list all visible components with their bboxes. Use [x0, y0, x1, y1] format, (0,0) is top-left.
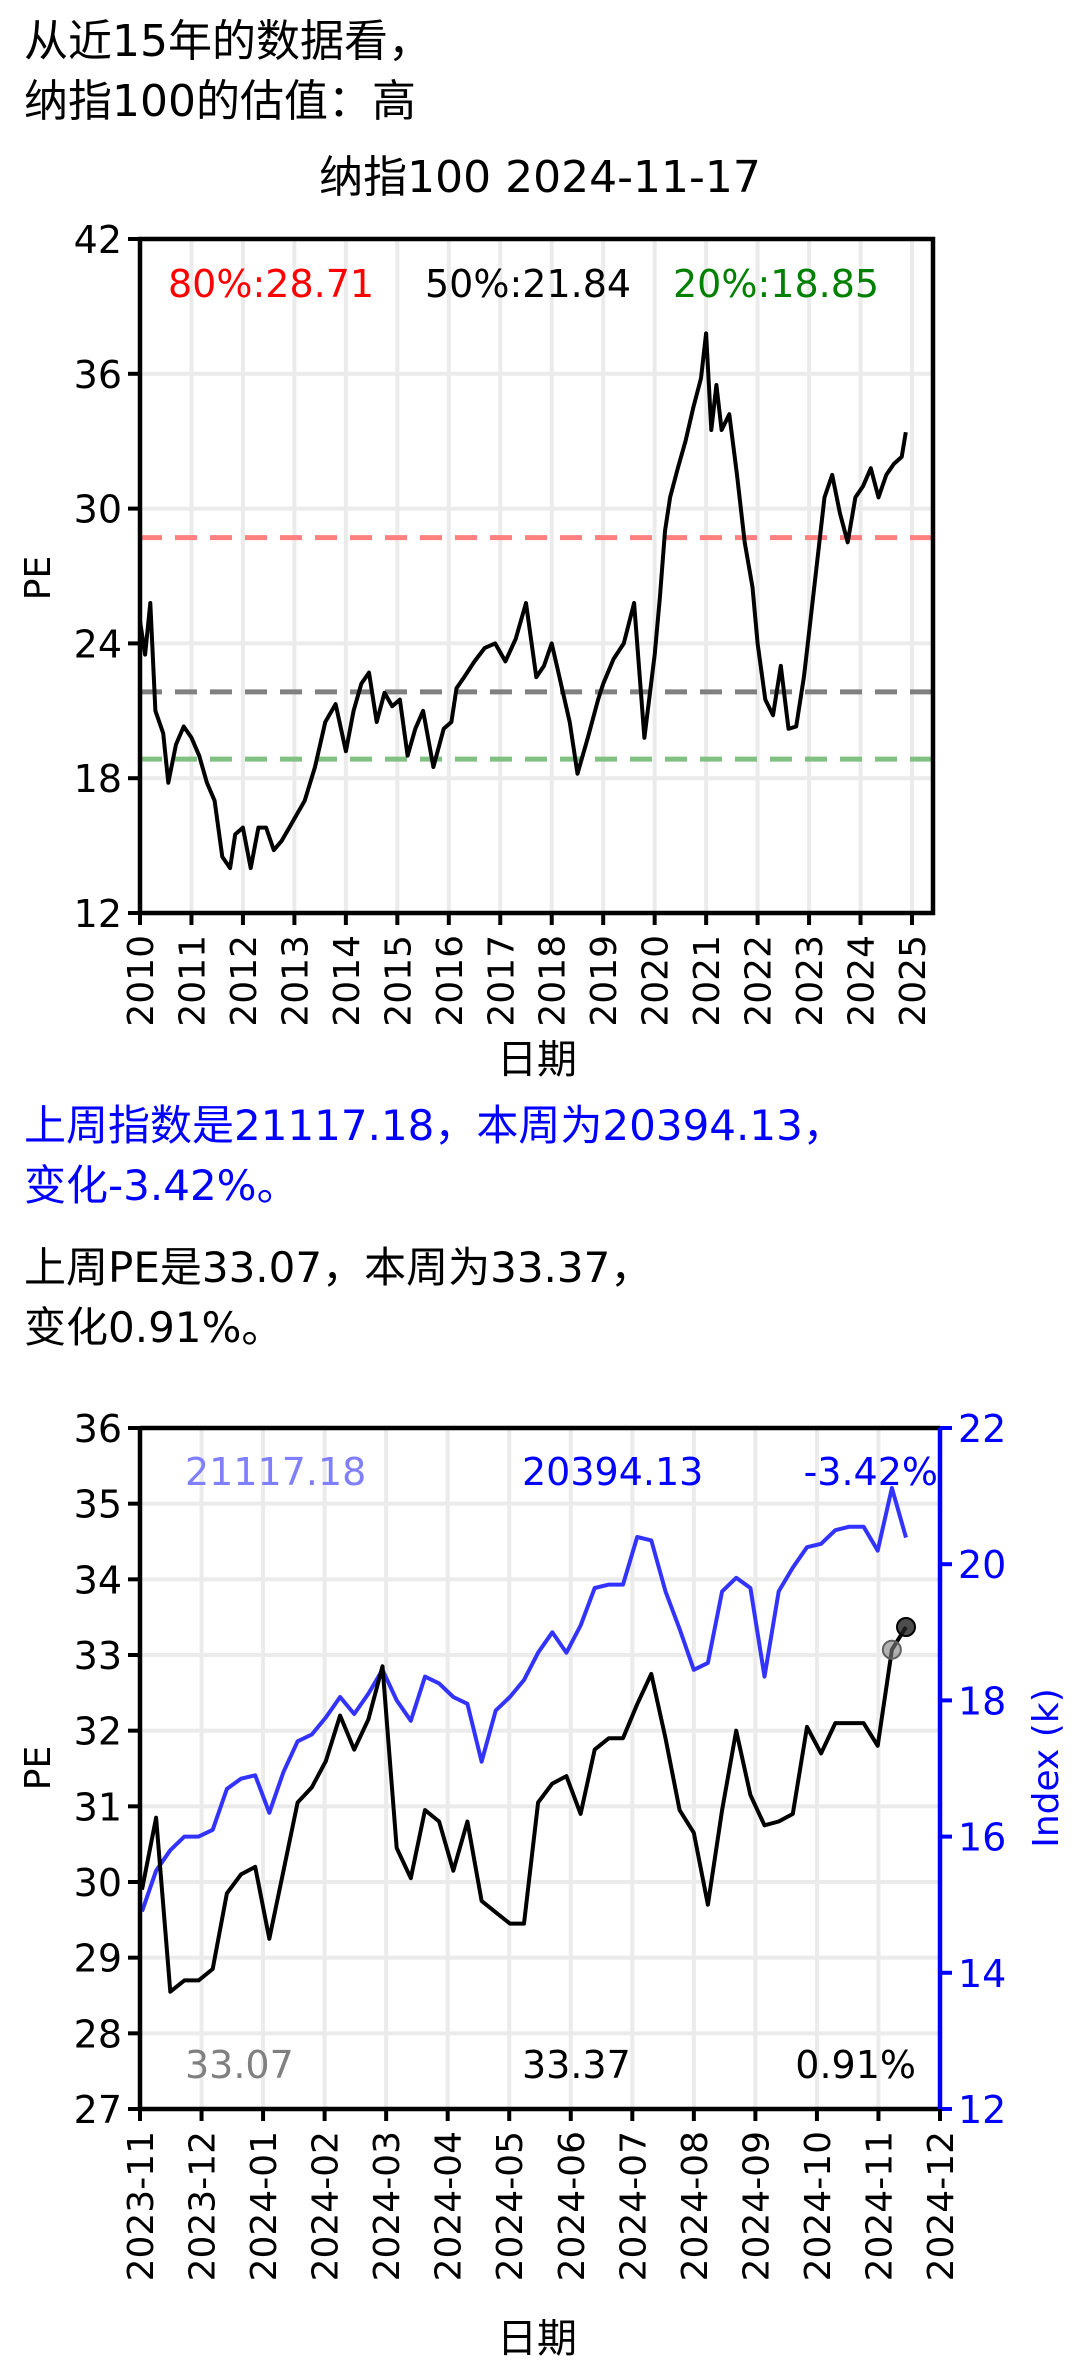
x-tick-label: 2023 — [790, 935, 831, 1027]
x-tick-label: 2024-06 — [552, 2131, 593, 2281]
bottom-chart-x-label: 日期 — [497, 2316, 577, 2362]
right-y-tick-label: 14 — [958, 1952, 1006, 1996]
top-chart-title: 纳指100 2024-11-17 — [319, 152, 761, 203]
y-tick-label: 29 — [74, 1937, 122, 1981]
x-tick-label: 2014 — [327, 935, 368, 1027]
x-tick-label: 2017 — [481, 935, 522, 1027]
x-tick-label: 2024-12 — [921, 2131, 962, 2281]
pe-summary-line-2: 变化0.91%。 — [24, 1303, 284, 1352]
y-tick-label: 36 — [74, 353, 122, 397]
bottom-chart-grid — [138, 1426, 942, 2111]
pe-prev-annotation: 33.07 — [185, 2043, 294, 2087]
top-chart-frame — [137, 236, 936, 916]
index-summary-line-2: 变化-3.42%。 — [24, 1161, 299, 1210]
y-tick-label: 32 — [74, 1710, 122, 1754]
bottom-chart-right-y-axis: 12 14 16 18 20 22 — [940, 1407, 1006, 2132]
pe-summary-line-1: 上周PE是33.07，本周为33.37， — [24, 1243, 653, 1292]
x-tick-label: 2024-08 — [675, 2131, 716, 2281]
top-chart-x-axis: 2010 2011 2012 2013 2014 2015 2016 2017 2018 2019… — [121, 913, 934, 1027]
y-tick-label: 35 — [74, 1483, 122, 1527]
y-tick-label: 34 — [74, 1558, 122, 1602]
prev-pe-marker — [881, 1639, 902, 1660]
y-tick-label: 27 — [74, 2088, 122, 2132]
index-change-annotation: -3.42% — [804, 1450, 938, 1494]
bottom-chart-right-y-label: Index (k) — [1026, 1688, 1067, 1848]
index-curr-annotation: 20394.13 — [522, 1450, 703, 1494]
y-tick-label: 30 — [74, 1861, 122, 1905]
y-tick-label: 42 — [74, 218, 122, 262]
x-tick-label: 2011 — [172, 935, 213, 1027]
index-line — [140, 1485, 908, 1913]
x-tick-label: 2019 — [584, 935, 625, 1027]
x-tick-label: 2024 — [842, 935, 883, 1027]
top-chart-x-label: 日期 — [497, 1037, 577, 1083]
index-prev-annotation: 21117.18 — [185, 1450, 366, 1494]
x-tick-label: 2024-10 — [798, 2131, 839, 2281]
x-tick-label: 2018 — [533, 935, 574, 1027]
bottom-chart-y-label: PE — [18, 1746, 59, 1790]
pe-change-annotation: 0.91% — [795, 2043, 916, 2087]
y-tick-label: 24 — [74, 622, 122, 666]
x-tick-label: 2010 — [121, 935, 162, 1027]
y-tick-label: 12 — [74, 892, 122, 936]
x-tick-label: 2024-02 — [306, 2131, 347, 2281]
right-y-tick-label: 18 — [958, 1679, 1006, 1723]
x-tick-label: 2024-04 — [429, 2131, 470, 2281]
index-summary-line-1: 上周指数是21117.18，本周为20394.13， — [24, 1101, 845, 1150]
bottom-chart-left-y-axis: 27 28 29 30 31 32 33 34 35 36 — [74, 1407, 140, 2132]
top-chart-percentile-lines — [140, 535, 933, 762]
pe-line — [140, 1625, 908, 1994]
y-tick-label: 33 — [74, 1634, 122, 1678]
x-tick-label: 2024-01 — [244, 2131, 285, 2281]
pe-point-markers — [881, 1617, 916, 1660]
right-y-tick-label: 16 — [958, 1816, 1006, 1860]
y-tick-label: 31 — [74, 1785, 122, 1829]
p50-label: 50%:21.84 — [425, 262, 631, 306]
x-tick-label: 2023-11 — [121, 2131, 162, 2281]
x-tick-label: 2025 — [893, 935, 934, 1027]
p80-label: 80%:28.71 — [168, 262, 374, 306]
bottom-chart-x-axis: 2023-11 2023-12 2024-01 2024-02 2024-03 2024-… — [121, 2109, 962, 2281]
y-tick-label: 30 — [74, 488, 122, 532]
x-tick-label: 2020 — [636, 935, 677, 1027]
pe-curr-annotation: 33.37 — [522, 2043, 631, 2087]
x-tick-label: 2012 — [224, 935, 265, 1027]
y-tick-label: 36 — [74, 1407, 122, 1451]
x-tick-label: 2023-12 — [183, 2131, 224, 2281]
top-chart-y-label: PE — [18, 556, 59, 600]
x-tick-label: 2021 — [687, 935, 728, 1027]
curr-pe-marker — [896, 1617, 916, 1638]
right-y-tick-label: 20 — [958, 1543, 1006, 1587]
x-tick-label: 2024-05 — [490, 2131, 531, 2281]
headline-line-2: 纳指100的估值：高 — [24, 76, 416, 127]
x-tick-label: 2015 — [378, 935, 419, 1027]
x-tick-label: 2013 — [275, 935, 316, 1027]
y-tick-label: 18 — [74, 757, 122, 801]
headline-line-1: 从近15年的数据看， — [24, 16, 432, 67]
x-tick-label: 2024-09 — [736, 2131, 777, 2281]
x-tick-label: 2024-07 — [613, 2131, 654, 2281]
x-tick-label: 2024-03 — [367, 2131, 408, 2281]
y-tick-label: 28 — [74, 2012, 122, 2056]
p20-label: 20%:18.85 — [673, 262, 879, 306]
x-tick-label: 2022 — [739, 935, 780, 1027]
x-tick-label: 2016 — [430, 935, 471, 1027]
right-y-tick-label: 22 — [958, 1407, 1006, 1451]
x-tick-label: 2024-11 — [859, 2131, 900, 2281]
pe-history-line — [138, 331, 908, 871]
right-y-tick-label: 12 — [958, 2088, 1006, 2132]
top-chart-y-axis: 12 18 24 30 36 42 — [74, 218, 140, 936]
